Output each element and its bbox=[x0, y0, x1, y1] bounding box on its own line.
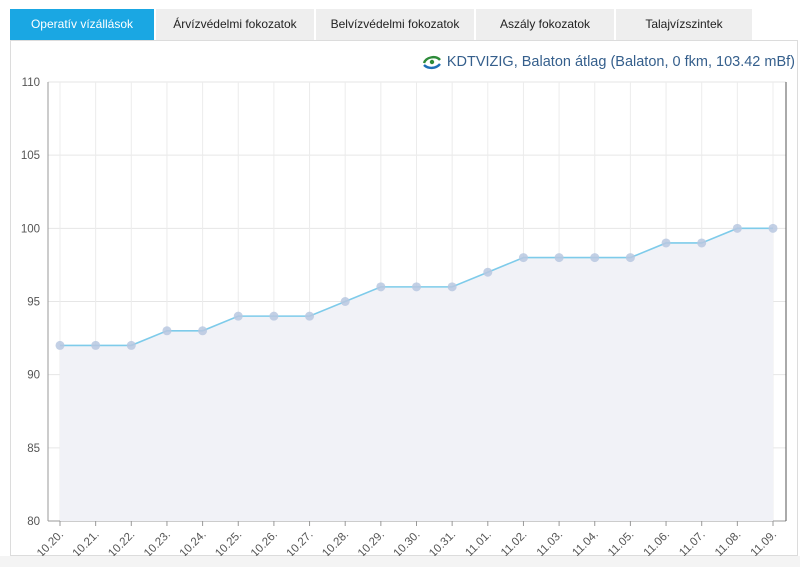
data-point bbox=[305, 311, 315, 321]
data-point bbox=[697, 238, 707, 248]
data-point bbox=[518, 253, 528, 263]
data-point bbox=[198, 326, 208, 336]
x-tick-label: 11.06. bbox=[642, 529, 672, 559]
chart-title: KDTVIZIG, Balaton átlag (Balaton, 0 fkm,… bbox=[422, 54, 795, 70]
data-point bbox=[269, 311, 279, 321]
data-point bbox=[554, 253, 564, 263]
y-tick-label: 85 bbox=[27, 443, 40, 455]
data-point bbox=[376, 282, 386, 292]
x-tick-label: 11.02. bbox=[499, 529, 529, 559]
data-point bbox=[661, 238, 671, 248]
y-tick-label: 100 bbox=[21, 223, 40, 235]
data-point bbox=[340, 297, 350, 306]
y-tick-label: 110 bbox=[22, 77, 40, 89]
chart-title-text: KDTVIZIG, Balaton átlag (Balaton, 0 fkm,… bbox=[446, 54, 795, 70]
data-point bbox=[447, 282, 457, 292]
x-tick-label: 11.04. bbox=[570, 529, 600, 559]
kdtvizig-logo-icon bbox=[422, 55, 441, 70]
series-area bbox=[60, 228, 773, 522]
tab-arvizvedelmi-fokozatok[interactable]: Árvízvédelmi fokozatok bbox=[156, 9, 314, 40]
x-tick-label: 11.01. bbox=[463, 529, 493, 559]
data-point bbox=[732, 223, 742, 233]
x-tick-label: 11.05. bbox=[606, 529, 636, 559]
tab-operativ-vizallasok[interactable]: Operatív vízállások bbox=[10, 9, 154, 40]
y-tick-label: 90 bbox=[27, 370, 40, 382]
tab-talajvizszintek[interactable]: Talajvízszintek bbox=[616, 9, 752, 40]
data-point bbox=[162, 326, 172, 336]
tab-bar: Operatív vízállások Árvízvédelmi fokozat… bbox=[10, 9, 754, 40]
x-tick-label: 11.03. bbox=[535, 529, 565, 559]
data-point bbox=[590, 253, 600, 263]
data-point bbox=[483, 267, 493, 277]
y-tick-label: 105 bbox=[21, 150, 40, 162]
data-point bbox=[55, 340, 65, 350]
x-tick-label: 11.09. bbox=[749, 529, 779, 559]
y-tick-label: 80 bbox=[27, 516, 40, 528]
data-point bbox=[126, 340, 136, 350]
data-point bbox=[768, 223, 778, 233]
data-point bbox=[91, 340, 101, 350]
tab-aszaly-fokozatok[interactable]: Aszály fokozatok bbox=[476, 9, 614, 40]
x-tick-label: 11.08. bbox=[713, 529, 743, 559]
data-point bbox=[412, 282, 421, 292]
y-tick-label: 95 bbox=[27, 297, 40, 309]
data-point bbox=[625, 253, 635, 263]
x-tick-label: 11.07. bbox=[677, 529, 707, 559]
data-point bbox=[233, 311, 243, 321]
panel-bottom-edge bbox=[0, 556, 800, 567]
tab-belvizvedelmi-fokozatok[interactable]: Belvízvédelmi fokozatok bbox=[316, 9, 474, 40]
